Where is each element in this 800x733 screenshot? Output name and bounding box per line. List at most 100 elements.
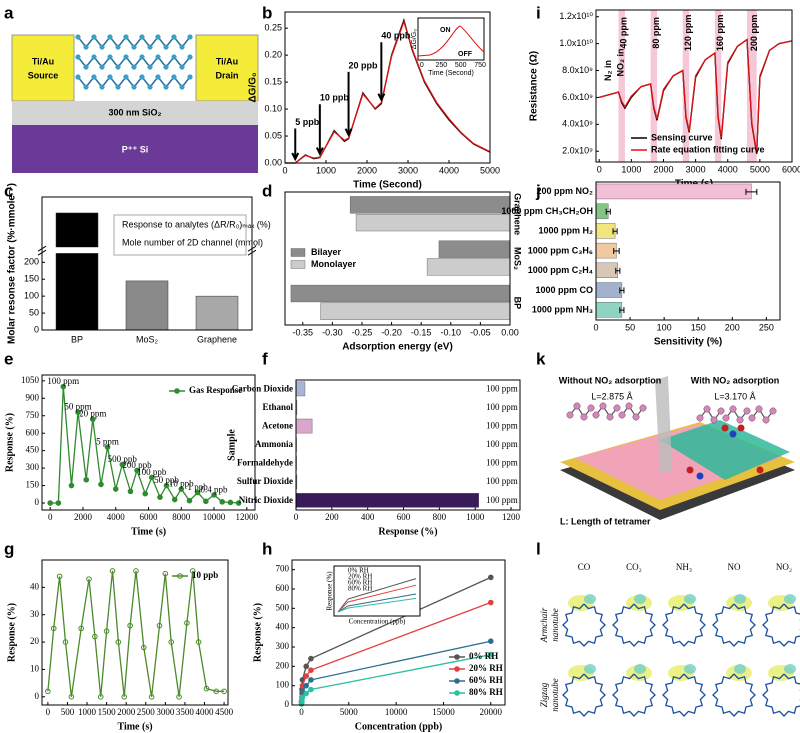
atom	[75, 54, 81, 60]
x-tick-label: 10000	[203, 512, 226, 522]
column-label: NO	[728, 562, 741, 572]
plot-frame	[291, 559, 506, 706]
atom	[613, 404, 621, 412]
tetramer	[751, 407, 774, 422]
charge-density	[584, 664, 596, 674]
annotation: N₂ in	[603, 60, 613, 81]
chart-h: h 0 5000 10000 15000 20000 0 100 200 300 400 500 600…	[252, 539, 506, 732]
y-tick-label: Ammonia	[255, 439, 293, 449]
atom	[599, 402, 607, 410]
y-tick-label: 300	[26, 462, 40, 472]
inset-y-label: ΔG/G₀	[411, 29, 418, 50]
atom	[696, 414, 704, 422]
atom	[625, 402, 633, 410]
x-axis-label: Sensitivity (%)	[654, 337, 722, 348]
chart-f: f 0 200 400 600 800 1000 1200 Response (%) Sample…	[226, 349, 520, 537]
x-tick-label: 600	[397, 512, 411, 522]
x-axis-label: Time (Second)	[353, 180, 422, 191]
atom	[171, 34, 177, 40]
plot-frame	[595, 9, 793, 163]
annotation: 100 ppm	[47, 376, 79, 386]
no2-atom	[737, 424, 745, 432]
y-tick-label: 200 ppm NO₂	[536, 186, 593, 196]
inset-tick-label: 0	[420, 62, 424, 69]
atom	[592, 411, 600, 419]
x-tick-label: 5000	[340, 707, 359, 717]
concentration-label: 100 ppm	[486, 495, 518, 505]
charge-density	[634, 664, 646, 674]
column-label: NH₃	[676, 562, 692, 572]
y-tick-label: 600	[26, 427, 40, 437]
inset-legend-label: 60% RH	[348, 579, 372, 587]
source-electrode	[11, 34, 75, 102]
chart-j: j 0 50 100 150 200 250 Sensitivity (%) 200 ppm N…	[501, 181, 781, 348]
legend-marker	[454, 654, 460, 660]
point	[211, 492, 217, 498]
panel-k: k Without NO₂ adsorption With NO₂ adsorp…	[536, 349, 795, 526]
caption: L: Length of tetramer	[560, 516, 651, 526]
row-label: Zigzag	[539, 682, 549, 707]
atom	[179, 44, 185, 50]
atom	[123, 74, 129, 80]
atom	[163, 84, 169, 90]
arrow	[344, 71, 353, 137]
atom	[618, 411, 626, 419]
point	[127, 488, 134, 495]
point	[299, 694, 306, 701]
atom	[722, 414, 730, 422]
x-tick-label: 2000	[117, 707, 136, 717]
y-tick-label: MoS₂	[513, 247, 523, 270]
bar	[125, 280, 169, 331]
annotation: 0.4 ppb	[201, 484, 229, 494]
annotation: 500 ppb	[108, 454, 138, 464]
point	[303, 663, 310, 670]
axis-break	[38, 247, 256, 254]
atom	[573, 402, 581, 410]
inset-line	[337, 578, 417, 613]
charge-density	[684, 664, 696, 674]
y-tick-label: 1.0x10¹⁰	[559, 38, 593, 48]
x-tick-label: -0.20	[381, 327, 402, 337]
point	[303, 682, 310, 689]
inset-tick-label: 750	[474, 62, 486, 69]
point	[45, 688, 51, 695]
panel-label: i	[536, 3, 541, 22]
x-tick-label: -0.35	[293, 327, 314, 337]
legend-marker	[174, 388, 180, 394]
legend-label: 20% RH	[469, 663, 503, 673]
point	[488, 574, 494, 581]
x-tick-label: 2000	[357, 165, 377, 175]
y-tick-label: 150	[24, 274, 39, 284]
x-tick-label: 2500	[137, 707, 156, 717]
drain-label: Ti/Au	[216, 56, 238, 66]
point	[195, 639, 202, 645]
point	[203, 498, 209, 505]
inset-tick-label: 250	[435, 62, 447, 69]
x-tick-label: 6000	[140, 512, 159, 522]
x-tick-label: 1200	[502, 512, 521, 522]
concentration-label: 100 ppm	[486, 476, 518, 486]
point	[194, 489, 201, 496]
atom	[179, 84, 185, 90]
point	[68, 693, 75, 700]
x-tick-label: 100	[657, 322, 672, 332]
x-tick-label: 4000	[196, 707, 215, 717]
point	[68, 482, 75, 489]
line-series	[285, 19, 491, 164]
annotation: 40 ppb	[381, 31, 411, 41]
y-tick-label: 10	[30, 663, 40, 673]
atom	[762, 416, 770, 424]
atom	[163, 44, 169, 50]
bar	[595, 183, 752, 200]
charge-density	[634, 594, 646, 604]
plot-frame	[41, 196, 253, 331]
point	[104, 444, 111, 450]
x-tick-label: 2000	[74, 512, 93, 522]
y-tick-label: 1000 ppm H₂	[538, 226, 593, 236]
point	[148, 474, 155, 481]
x-tick-label: 0	[282, 165, 287, 175]
substrate-label: P⁺⁺ Si	[122, 144, 149, 154]
y-tick-label: 0.05	[264, 130, 282, 140]
plot-frame	[41, 374, 256, 511]
